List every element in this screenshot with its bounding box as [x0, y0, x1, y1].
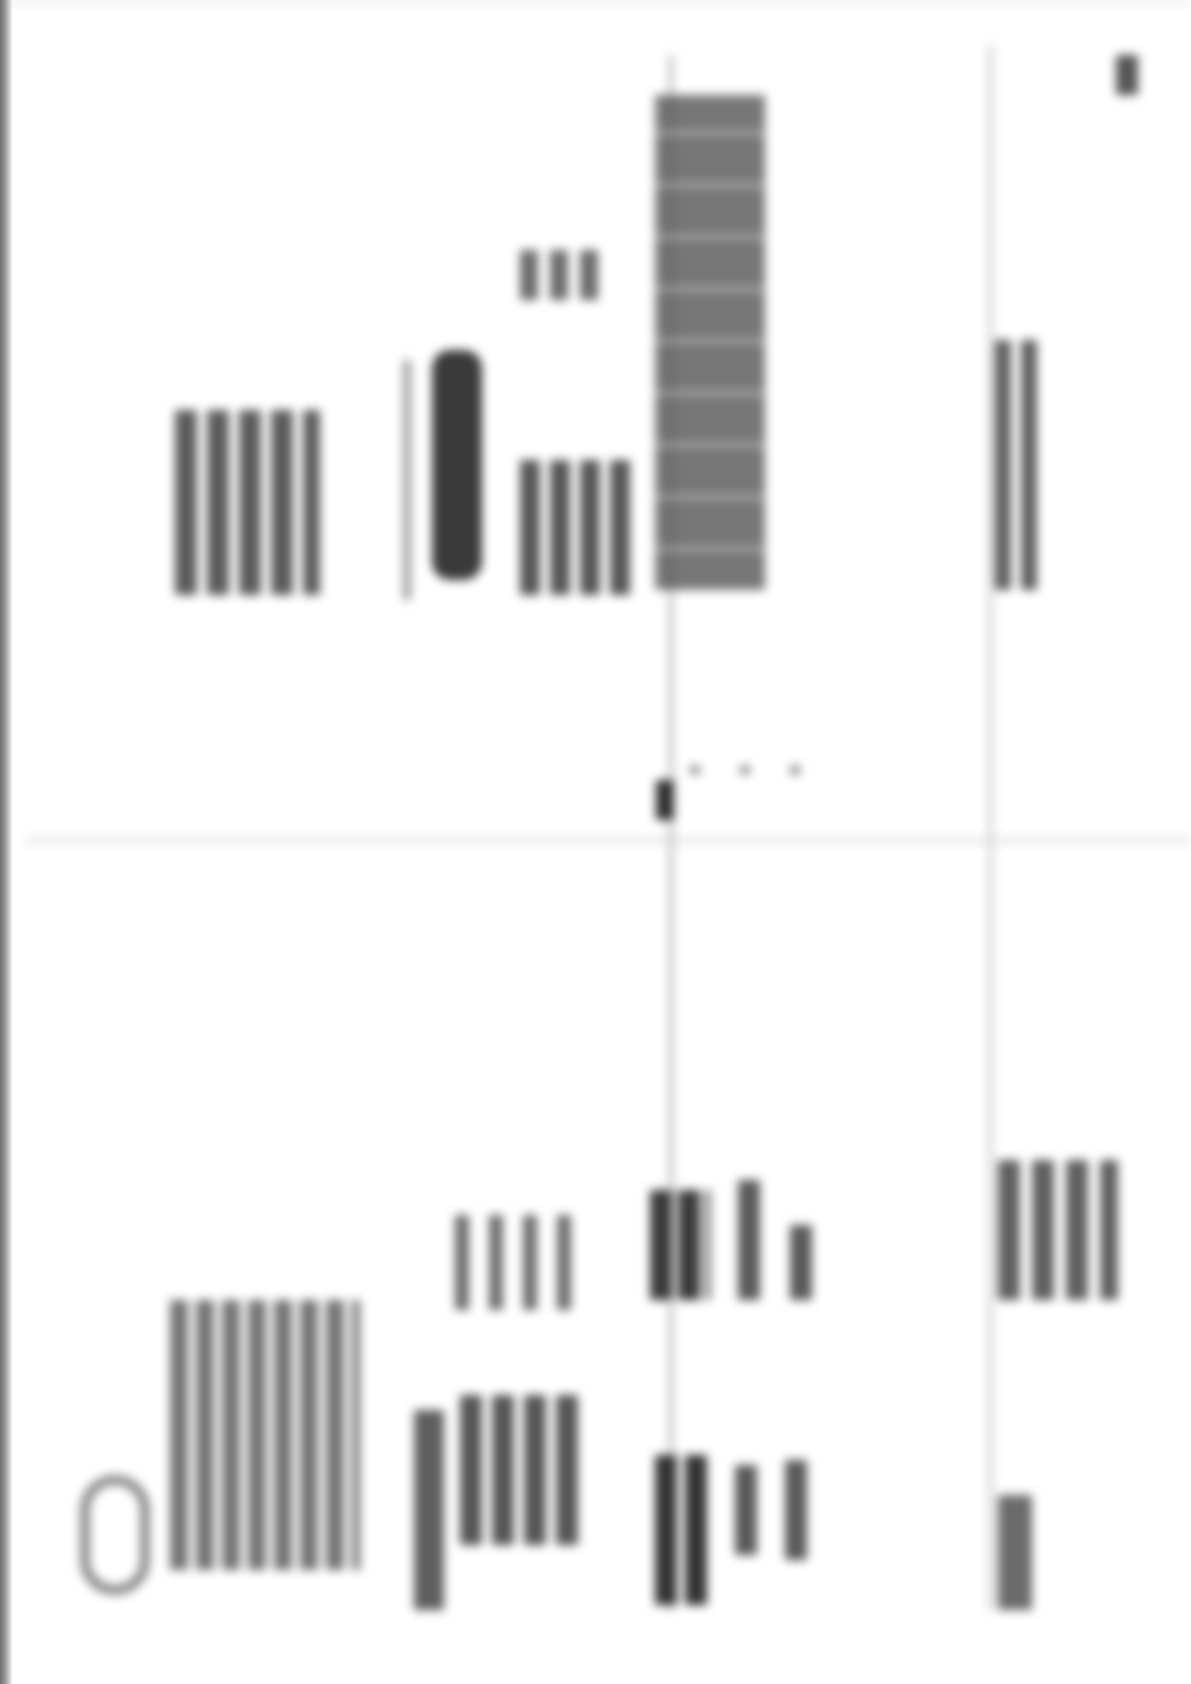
heading-text-block: [175, 410, 320, 595]
body-text-block: [520, 460, 630, 595]
identifier-value: [650, 1190, 710, 1300]
badge-underline: [403, 360, 411, 600]
address-block: [460, 1395, 585, 1545]
identifier-label: [655, 1455, 707, 1605]
center-marker: [656, 780, 674, 820]
detail-line: [785, 1460, 807, 1560]
fold-line: [25, 838, 1191, 843]
brand-subtitle: [414, 1410, 444, 1610]
top-edge-shadow: [0, 0, 1191, 6]
divider-line-right: [988, 45, 993, 1610]
highlight-badge: [432, 350, 482, 580]
page-mark: [1116, 55, 1138, 95]
dot-marker: [690, 765, 700, 775]
body-text-small: [520, 250, 600, 300]
footer-text-small: [998, 1495, 1032, 1610]
detail-line: [790, 1225, 812, 1300]
data-grid: [655, 95, 765, 590]
detail-line: [738, 1180, 760, 1300]
company-logo: [80, 1475, 150, 1595]
dot-marker: [790, 765, 800, 775]
side-text-block: [995, 340, 1045, 590]
scanner-edge: [0, 0, 12, 1684]
address-block-secondary: [455, 1215, 585, 1310]
dot-marker: [740, 765, 750, 775]
divider-line-main: [668, 55, 674, 1610]
detail-line: [735, 1465, 757, 1555]
footer-text-block: [998, 1160, 1118, 1300]
brand-text-block: [170, 1300, 360, 1570]
